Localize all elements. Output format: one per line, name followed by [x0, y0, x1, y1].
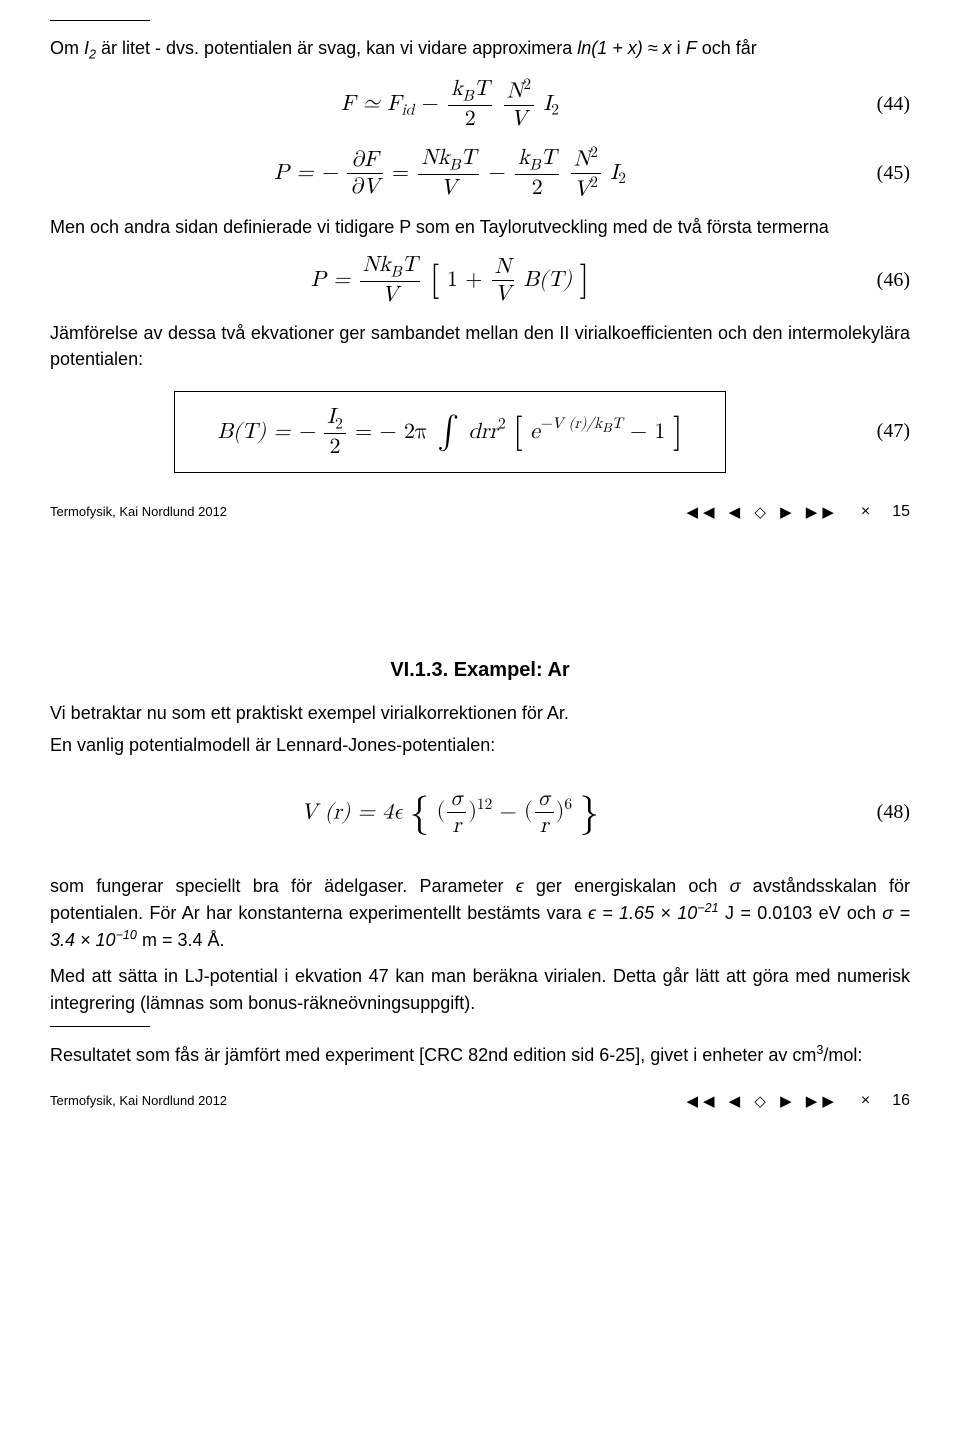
page-2: VI.1.3. Exampel: Ar Vi betraktar nu som … — [0, 601, 960, 1120]
eq45-number: (45) — [850, 162, 910, 185]
equation-48: V (r) = 4ϵ { (σr)12 − (σr)6 } (48) — [50, 786, 910, 839]
eq48-number: (48) — [850, 801, 910, 824]
equation-45: P = − ∂F∂V = NkBTV − kBT2 N2V2 I2 (45) — [50, 144, 910, 202]
page-number: 15 — [892, 503, 910, 521]
text: och får — [697, 38, 757, 58]
nav-icons[interactable]: ◀◀ ◀ ◇ ▶ ▶▶ — [686, 503, 838, 521]
paragraph-8: Resultatet som fås är jämfört med experi… — [50, 1041, 910, 1068]
eq47-number: (47) — [850, 420, 910, 443]
eq46-body: P = NkBTV [ 1 + NV B(T) ] — [50, 252, 850, 308]
page-1: Om I2 är litet - dvs. potentialen är sva… — [0, 0, 960, 531]
footer-credit-2: Termofysik, Kai Nordlund 2012 — [50, 1093, 227, 1108]
eq44-body: F ≃ Fid − kBT2 N2V I2 — [50, 76, 850, 132]
section-title: VI.1.3. Exampel: Ar — [50, 659, 910, 682]
math-eps: ϵ — [516, 876, 524, 896]
math-F: F — [686, 38, 697, 58]
eq48-body: V (r) = 4ϵ { (σr)12 − (σr)6 } — [50, 786, 850, 839]
math-I2: I2 — [84, 38, 96, 58]
footer-credit: Termofysik, Kai Nordlund 2012 — [50, 504, 227, 519]
text: /mol: — [823, 1045, 862, 1065]
paragraph-5: En vanlig potentialmodell är Lennard-Jon… — [50, 732, 910, 758]
paragraph-7: Med att sätta in LJ-potential i ekvation… — [50, 963, 910, 1015]
text: ger energiskalan och — [524, 876, 730, 896]
paragraph-6: som fungerar speciellt bra för ädelgaser… — [50, 873, 910, 953]
equation-47: B(T) = − I22 = − 2π ∫ drr2 [ e−V (r)/kBT… — [50, 385, 910, 479]
math-approx: ln(1 + x) ≈ x — [577, 38, 671, 58]
equation-46: P = NkBTV [ 1 + NV B(T) ] (46) — [50, 252, 910, 308]
text: J — [719, 903, 741, 923]
math-eq34: = 3.4 — [162, 930, 203, 950]
paragraph-3: Jämförelse av dessa två ekvationer ger s… — [50, 320, 910, 372]
eq47-body: B(T) = − I22 = − 2π ∫ drr2 [ e−V (r)/kBT… — [50, 385, 850, 479]
paragraph-4: Vi betraktar nu som ett praktiskt exempe… — [50, 700, 910, 726]
nav-icons-2[interactable]: ◀◀ ◀ ◇ ▶ ▶▶ — [686, 1092, 838, 1110]
eq45-body: P = − ∂F∂V = NkBTV − kBT2 N2V2 I2 — [50, 144, 850, 202]
text: eV och — [812, 903, 882, 923]
page-footer-1: Termofysik, Kai Nordlund 2012 ◀◀ ◀ ◇ ▶ ▶… — [50, 503, 910, 521]
equation-44: F ≃ Fid − kBT2 N2V I2 (44) — [50, 76, 910, 132]
eq44-number: (44) — [850, 93, 910, 116]
text: som fungerar speciellt bra för ädelgaser… — [50, 876, 516, 896]
paragraph-2: Men och andra sidan definierade vi tidig… — [50, 214, 910, 240]
boxed-equation: B(T) = − I22 = − 2π ∫ drr2 [ e−V (r)/kBT… — [174, 391, 725, 473]
eq46-number: (46) — [850, 269, 910, 292]
text: Om — [50, 38, 84, 58]
close-icon-2[interactable]: × — [861, 1092, 870, 1110]
math-eqval: = 0.0103 — [740, 903, 812, 923]
divider — [50, 20, 150, 21]
text: Resultatet som fås är jämfört med experi… — [50, 1045, 816, 1065]
page-footer-2: Termofysik, Kai Nordlund 2012 ◀◀ ◀ ◇ ▶ ▶… — [50, 1092, 910, 1110]
math-sigma: σ — [730, 876, 741, 896]
page-number-2: 16 — [892, 1092, 910, 1110]
divider-2 — [50, 1026, 150, 1027]
paragraph-intro: Om I2 är litet - dvs. potentialen är sva… — [50, 35, 910, 64]
text: m — [137, 930, 162, 950]
math-eps-val: ϵ = 1.65 × 10−21 — [588, 903, 719, 923]
text: är litet - dvs. potentialen är svag, kan… — [96, 38, 577, 58]
text: Å. — [202, 930, 224, 950]
close-icon[interactable]: × — [861, 503, 870, 521]
text: i — [672, 38, 686, 58]
